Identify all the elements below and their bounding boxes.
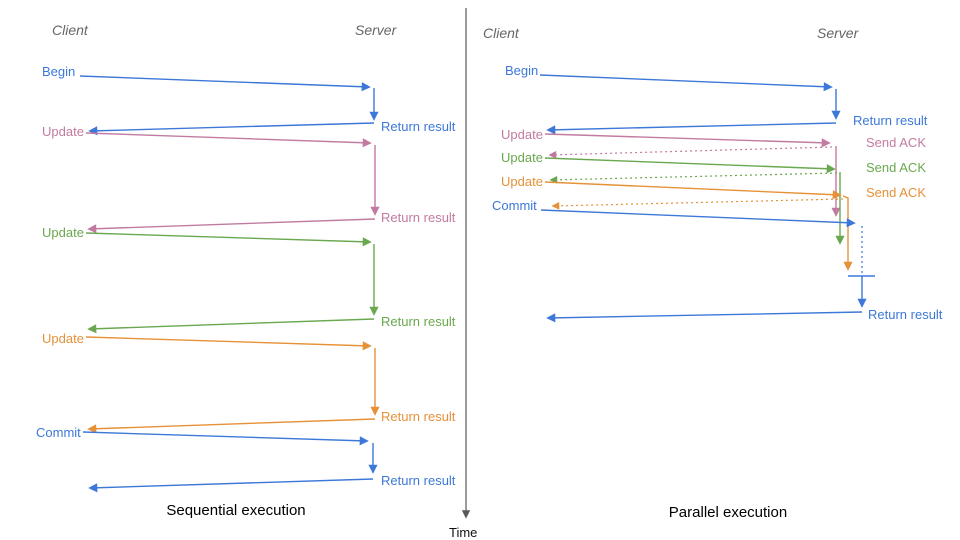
- seq-op-commit: Commit Return result: [36, 425, 456, 493]
- response-label-return-result: Return result: [868, 307, 943, 322]
- message-label-begin: Begin: [505, 63, 538, 78]
- response-label-return-result: Return result: [381, 119, 456, 134]
- seq-op-update-3: Update Return result: [42, 331, 456, 434]
- begin-return-arrow: [546, 122, 837, 135]
- message-label-begin: Begin: [42, 64, 75, 79]
- response-label-return-result: Return result: [381, 409, 456, 424]
- par-op-begin: Begin Return result: [505, 63, 928, 135]
- message-label-commit: Commit: [492, 198, 537, 213]
- time-axis: Time: [449, 8, 477, 540]
- seq-op-begin: Begin Return result: [42, 64, 456, 136]
- commit-request-arrow: [540, 209, 856, 228]
- update3-request-arrow: [544, 181, 842, 200]
- update2-request-arrow: [544, 157, 836, 174]
- message-label-update: Update: [42, 331, 84, 346]
- begin-request-arrow: [539, 74, 833, 92]
- parallel-diagram: Client Server Begin Return result Update…: [483, 25, 943, 521]
- server-header: Server: [355, 22, 398, 38]
- message-label-commit: Commit: [36, 425, 81, 440]
- commit-request-arrow: [82, 431, 369, 446]
- response-label-send-ack: Send ACK: [866, 160, 926, 175]
- message-label-update: Update: [501, 127, 543, 142]
- server-header: Server: [817, 25, 860, 41]
- update1-ack-arrow: [548, 146, 833, 159]
- begin-return-arrow: [88, 122, 375, 136]
- response-label-return-result: Return result: [381, 473, 456, 488]
- update3-processing-line: [842, 195, 853, 271]
- message-label-update: Update: [501, 150, 543, 165]
- par-op-update-3: Update Send ACK: [501, 174, 926, 271]
- response-label-return-result: Return result: [381, 210, 456, 225]
- seq-op-update-1: Update Return result: [42, 124, 456, 234]
- sequential-title: Sequential execution: [166, 502, 305, 519]
- update1-request-arrow: [544, 133, 831, 148]
- response-label-return-result: Return result: [381, 314, 456, 329]
- parallel-title: Parallel execution: [669, 504, 787, 521]
- update1-request-arrow: [85, 132, 372, 148]
- update2-ack-arrow: [549, 172, 838, 184]
- par-op-commit: Commit Return result: [492, 198, 943, 323]
- message-label-update: Update: [501, 174, 543, 189]
- update3-request-arrow: [85, 336, 372, 351]
- sequential-diagram: Client Server Begin Return result Update…: [36, 22, 456, 519]
- update2-return-arrow: [87, 318, 375, 334]
- seq-op-update-2: Update Return result: [42, 225, 456, 334]
- client-header: Client: [52, 22, 89, 38]
- response-label-send-ack: Send ACK: [866, 135, 926, 150]
- par-op-update-2: Update Send ACK: [501, 150, 926, 245]
- par-op-update-1: Update Send ACK: [501, 127, 926, 217]
- client-header: Client: [483, 25, 520, 41]
- update2-request-arrow: [85, 232, 372, 247]
- message-label-update: Update: [42, 124, 84, 139]
- update3-ack-arrow: [551, 198, 844, 210]
- message-label-update: Update: [42, 225, 84, 240]
- update1-return-arrow: [87, 218, 376, 234]
- commit-return-arrow: [88, 478, 374, 493]
- update3-return-arrow: [87, 418, 376, 434]
- commit-return-arrow: [546, 311, 863, 323]
- response-label-send-ack: Send ACK: [866, 185, 926, 200]
- response-label-return-result: Return result: [853, 113, 928, 128]
- time-axis-label: Time: [449, 525, 477, 540]
- begin-request-arrow: [79, 75, 371, 92]
